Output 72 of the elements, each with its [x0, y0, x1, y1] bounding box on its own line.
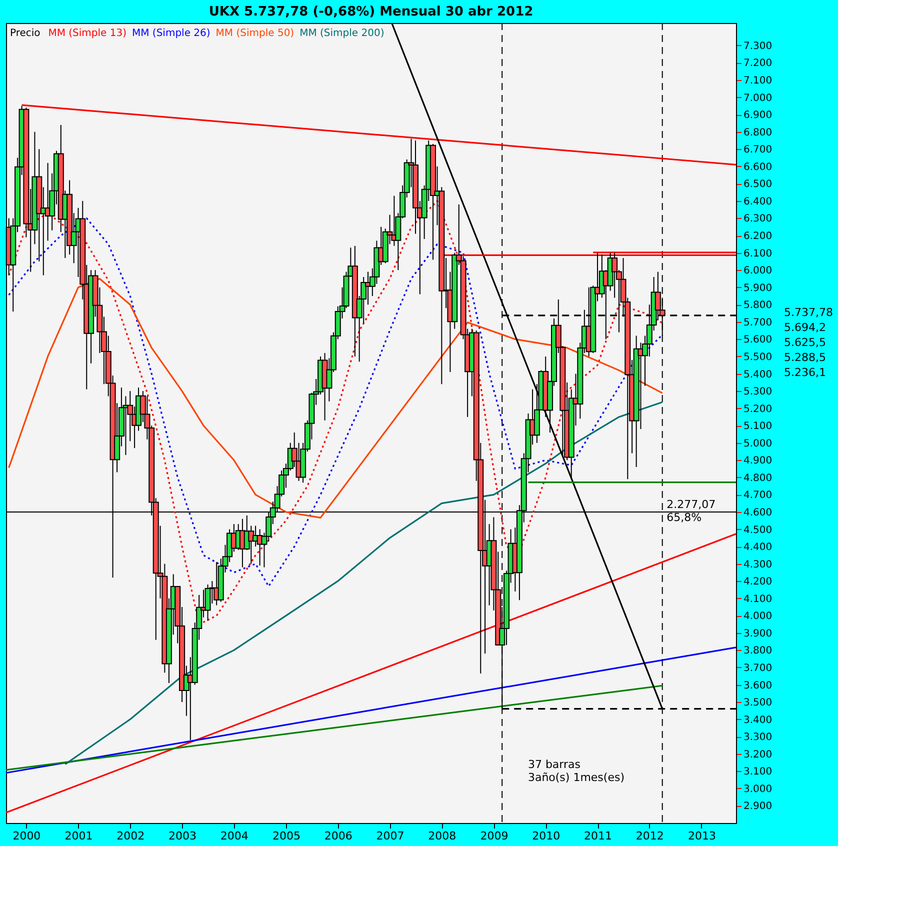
y-tick-label: 6.500: [744, 179, 772, 190]
y-tick-label: 6.600: [744, 162, 772, 173]
y-tick-label: 5.200: [744, 404, 772, 415]
x-tick-label: 2005: [272, 830, 300, 842]
text: 5.737,78: [784, 306, 833, 319]
y-tick-label: 3.900: [744, 628, 772, 640]
y-tick-label: 7.000: [744, 92, 772, 104]
y-tick-label: 5.600: [744, 334, 772, 346]
y-tick-label: 6.400: [744, 196, 772, 208]
y-tick-label: 6.200: [744, 231, 772, 242]
y-tick-label: 5.900: [744, 282, 772, 294]
y-tick-label: 5.800: [744, 300, 772, 312]
y-tick-label: 4.900: [744, 456, 772, 467]
x-tick-label: 2013: [688, 830, 716, 842]
y-tick-label: 4.700: [744, 490, 772, 502]
text: 5.694,2: [784, 321, 826, 334]
y-tick-label: 6.800: [744, 127, 772, 138]
y-tick-label: 6.900: [744, 110, 772, 122]
y-tick-label: 3.000: [744, 784, 772, 795]
y-tick-label: 3.500: [744, 698, 772, 709]
y-tick-label: 5.700: [744, 317, 772, 328]
y-tick-label: 7.200: [744, 58, 772, 70]
y-tick-label: 4.800: [744, 472, 772, 484]
x-tick-label: 2010: [532, 830, 560, 842]
x-tick-label: 2000: [12, 830, 41, 842]
y-tick-label: 5.100: [744, 421, 772, 432]
y-tick-label: 4.100: [744, 594, 772, 605]
y-tick-label: 5.500: [744, 352, 772, 363]
y-tick-label: 4.400: [744, 542, 772, 554]
y-tick-label: 4.300: [744, 559, 772, 570]
text: MM (Simple 13): [48, 28, 127, 39]
y-tick-label: 7.300: [744, 40, 772, 52]
legend-title: Precio: [10, 28, 40, 39]
y-tick-label: 6.100: [744, 248, 772, 260]
y-tick-label: 3.600: [744, 680, 772, 692]
annotation: 37 barras 3año(s) 1mes(es): [528, 758, 624, 784]
y-tick-label: 3.100: [744, 766, 772, 778]
y-tick-label: 4.000: [744, 611, 772, 622]
y-tick-label: 3.800: [744, 646, 772, 657]
x-tick-label: 2012: [636, 830, 664, 842]
text: 5.236,1: [784, 366, 826, 379]
text: 5.288,5: [784, 351, 826, 364]
chart-title: UKX 5.737,78 (-0,68%) Mensual 30 abr 2012: [208, 4, 534, 20]
text: 5.625,5: [784, 336, 826, 349]
x-tick-label: 2008: [428, 830, 456, 842]
y-tick-label: 4.200: [744, 576, 772, 588]
text: MM (Simple 200): [300, 28, 384, 39]
x-tick-label: 2001: [64, 830, 93, 842]
y-tick-label: 3.700: [744, 662, 772, 674]
y-tick-label: 4.500: [744, 524, 772, 536]
text: MM (Simple 50): [216, 28, 294, 39]
y-tick-label: 6.700: [744, 144, 772, 156]
x-tick-label: 2009: [480, 830, 508, 842]
y-tick-label: 2.900: [744, 801, 772, 812]
annotation: 2.277,07 65,8%: [666, 498, 716, 524]
y-tick-label: 6.300: [744, 214, 772, 225]
y-tick-label: 5.000: [744, 438, 772, 450]
x-tick-label: 2003: [168, 830, 197, 842]
y-tick-label: 5.400: [744, 369, 772, 380]
x-tick-label: 2011: [584, 830, 612, 842]
y-tick-label: 5.300: [744, 386, 772, 398]
y-tick-label: 7.100: [744, 76, 772, 87]
y-tick-label: 4.600: [744, 507, 772, 518]
y-tick-label: 3.400: [744, 714, 772, 726]
y-tick-label: 3.200: [744, 749, 772, 760]
y-tick-label: 6.000: [744, 266, 772, 277]
x-tick-label: 2006: [324, 830, 352, 842]
text: MM (Simple 26): [132, 28, 210, 39]
x-tick-label: 2004: [220, 830, 248, 842]
x-tick-label: 2007: [376, 830, 404, 842]
y-tick-label: 3.300: [744, 732, 772, 744]
x-tick-label: 2002: [116, 830, 145, 842]
